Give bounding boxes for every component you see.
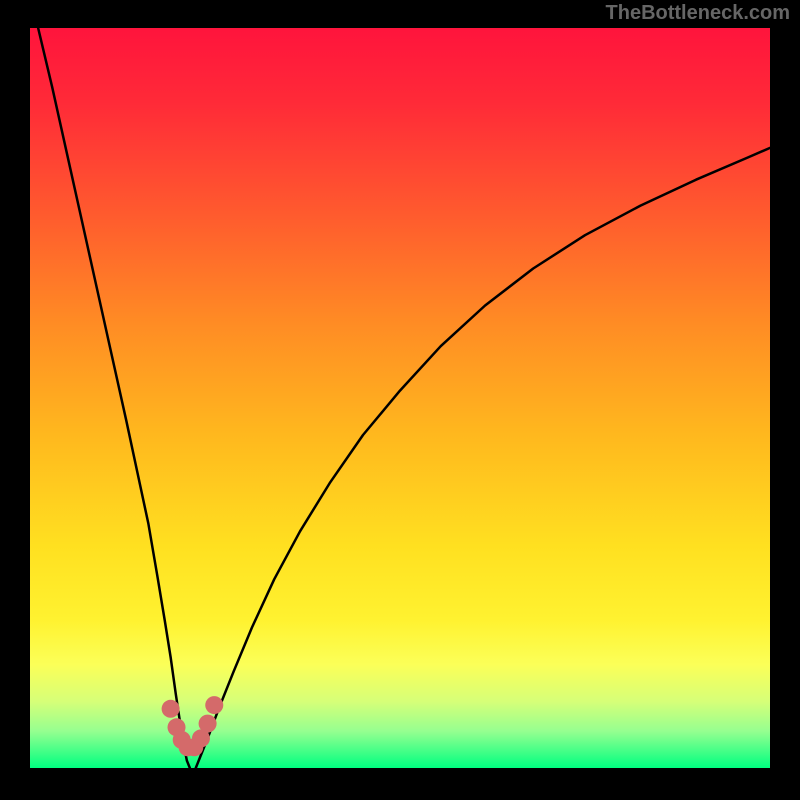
valley-marker xyxy=(162,700,180,718)
valley-marker xyxy=(205,696,223,714)
valley-marker xyxy=(199,715,217,733)
watermark-text: TheBottleneck.com xyxy=(606,2,790,25)
plot-area xyxy=(30,28,770,768)
bottleneck-chart-svg xyxy=(0,0,800,800)
chart-container: TheBottleneck.com xyxy=(0,0,800,800)
